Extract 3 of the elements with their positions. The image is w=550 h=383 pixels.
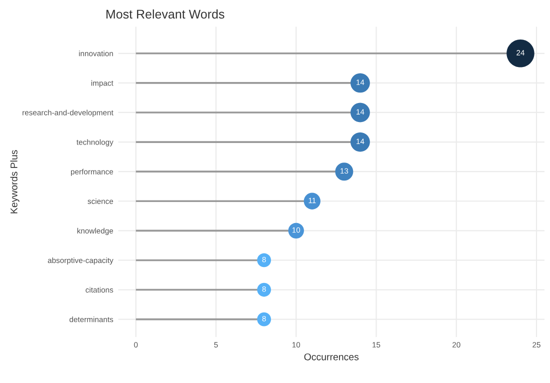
y-axis-title: Keywords Plus (10, 150, 20, 214)
x-axis-title: Occurrences (304, 353, 359, 360)
chart-title: Most Relevant Words (106, 9, 224, 19)
